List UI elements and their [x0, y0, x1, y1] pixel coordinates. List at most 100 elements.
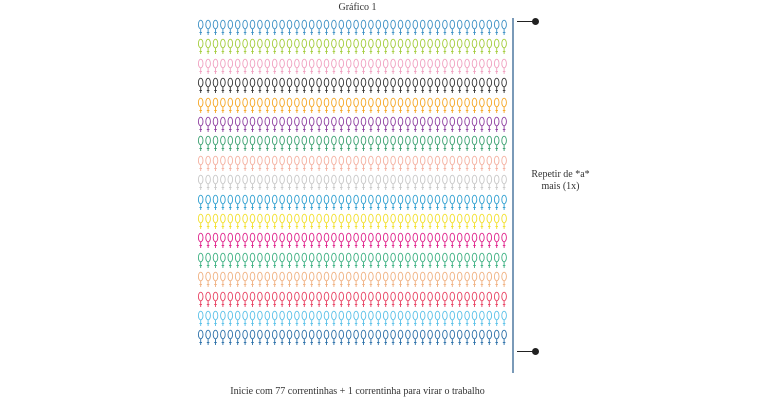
chart-title: Gráfico 1 — [338, 2, 377, 13]
stitch-symbol — [227, 58, 234, 74]
stitch-symbol — [316, 330, 322, 346]
stitch-symbol — [301, 136, 308, 152]
stitch-symbol — [471, 58, 478, 74]
stitch-symbol — [464, 116, 470, 132]
stitch-symbol — [220, 330, 226, 346]
stitch-symbol — [479, 97, 485, 113]
stitch-symbol — [234, 330, 241, 346]
stitch-symbol — [405, 155, 411, 171]
stitch-symbol — [294, 77, 300, 94]
stitch-symbol — [412, 155, 419, 171]
stitch-row — [197, 115, 512, 134]
stitch-symbol — [390, 39, 396, 55]
stitch-symbol — [375, 136, 382, 152]
repeat-start-line — [517, 21, 535, 22]
stitch-symbol — [257, 194, 263, 210]
stitch-row — [197, 328, 512, 347]
stitch-symbol — [212, 19, 219, 35]
stitch-symbol — [345, 77, 352, 94]
stitch-symbol — [212, 291, 219, 307]
stitch-symbol — [242, 19, 248, 35]
stitch-symbol — [227, 271, 234, 288]
stitch-symbol — [375, 155, 382, 171]
stitch-symbol — [375, 213, 382, 229]
stitch-symbol — [286, 58, 293, 74]
stitch-symbol — [390, 58, 396, 74]
stitch-symbol — [271, 310, 278, 326]
stitch-symbol — [479, 136, 485, 152]
stitch-symbol — [486, 252, 493, 268]
stitch-symbol — [427, 271, 433, 288]
stitch-symbol — [279, 97, 285, 113]
stitch-symbol — [323, 39, 330, 55]
stitch-symbol — [442, 213, 448, 229]
stitch-symbol — [486, 116, 493, 132]
stitch-symbol — [382, 97, 389, 113]
stitch-symbol — [360, 39, 367, 55]
stitch-symbol — [308, 330, 315, 346]
stitch-symbol — [331, 155, 337, 171]
stitch-symbol — [419, 252, 426, 268]
stitch-symbol — [286, 233, 293, 249]
stitch-symbol — [205, 97, 211, 113]
stitch-symbol — [338, 291, 345, 307]
stitch-symbol — [338, 97, 345, 113]
stitch-symbol — [390, 97, 396, 113]
stitch-symbol — [242, 213, 248, 229]
stitch-symbol — [294, 19, 300, 35]
stitch-symbol — [264, 213, 271, 229]
stitch-symbol — [323, 77, 330, 94]
stitch-symbol — [390, 19, 396, 35]
stitch-symbol — [382, 330, 389, 346]
stitch-symbol — [331, 77, 337, 94]
stitch-symbol — [405, 271, 411, 288]
stitch-symbol — [205, 155, 211, 171]
stitch-symbol — [442, 19, 448, 35]
stitch-symbol — [271, 233, 278, 249]
stitch-symbol — [212, 252, 219, 268]
stitch-symbol — [338, 213, 345, 229]
stitch-symbol — [257, 136, 263, 152]
stitch-symbol — [419, 116, 426, 132]
stitch-symbol — [382, 58, 389, 74]
stitch-symbol — [493, 136, 500, 152]
stitch-symbol — [212, 77, 219, 94]
stitch-symbol — [301, 155, 308, 171]
stitch-symbol — [301, 252, 308, 268]
stitch-symbol — [464, 77, 470, 94]
stitch-symbol — [308, 116, 315, 132]
stitch-symbol — [286, 116, 293, 132]
stitch-symbol — [419, 291, 426, 307]
stitch-symbol — [412, 252, 419, 268]
stitch-symbol — [375, 291, 382, 307]
stitch-symbol — [242, 39, 248, 55]
stitch-symbol — [427, 310, 433, 326]
stitch-symbol — [382, 213, 389, 229]
stitch-symbol — [397, 155, 404, 171]
stitch-symbol — [242, 233, 248, 249]
stitch-symbol — [338, 252, 345, 268]
stitch-symbol — [412, 330, 419, 346]
stitch-symbol — [390, 194, 396, 210]
stitch-symbol — [279, 174, 285, 191]
stitch-symbol — [331, 291, 337, 307]
stitch-symbol — [442, 155, 448, 171]
stitch-symbol — [360, 19, 367, 35]
stitch-symbol — [345, 19, 352, 35]
stitch-symbol — [264, 58, 271, 74]
stitch-row — [197, 96, 512, 115]
stitch-symbol — [397, 174, 404, 191]
stitch-symbol — [220, 252, 226, 268]
stitch-symbol — [353, 136, 359, 152]
stitch-symbol — [397, 39, 404, 55]
stitch-symbol — [331, 39, 337, 55]
stitch-symbol — [249, 116, 256, 132]
stitch-symbol — [264, 252, 271, 268]
stitch-symbol — [316, 174, 322, 191]
stitch-symbol — [434, 310, 441, 326]
stitch-symbol — [501, 58, 507, 74]
stitch-symbol — [486, 19, 493, 35]
stitch-symbol — [493, 291, 500, 307]
stitch-symbol — [397, 330, 404, 346]
stitch-symbol — [434, 97, 441, 113]
